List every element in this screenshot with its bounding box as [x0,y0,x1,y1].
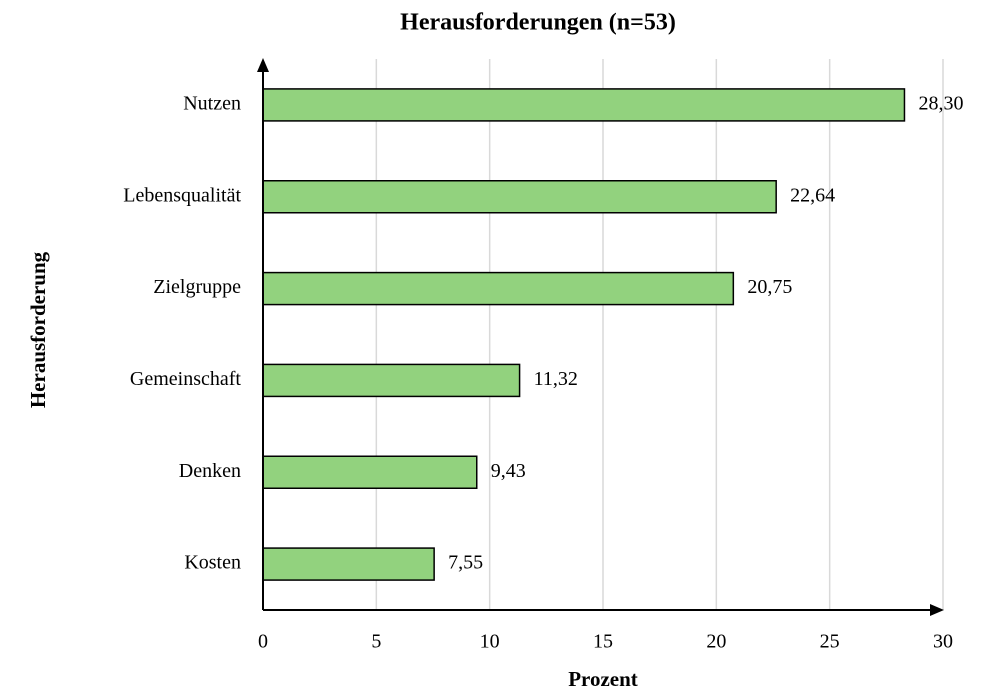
x-tick-label: 25 [820,631,840,653]
chart-title: Herausforderungen (n=53) [400,10,676,36]
y-axis-title: Herausforderung [26,251,50,408]
value-label: 22,64 [790,184,835,206]
x-tick-label: 10 [480,631,500,653]
bar [262,547,435,581]
x-tick-label: 30 [933,631,953,653]
y-tick-label: Zielgruppe [153,276,241,298]
bar [262,363,521,398]
y-tick-label: Kosten [184,552,241,574]
y-tick-label: Denken [179,460,241,482]
y-tick-label: Lebensqualität [123,184,241,206]
x-tick-label: 5 [371,631,381,653]
x-axis-title: Prozent [568,667,638,691]
value-label: 7,55 [448,552,483,574]
x-tick-label: 20 [706,631,726,653]
y-tick-label: Gemeinschaft [130,368,242,390]
bar [262,88,906,122]
value-label: 9,43 [491,460,526,482]
bar [262,455,478,489]
grid [375,59,944,610]
marks [262,88,906,581]
x-axis-arrow [930,604,944,616]
x-tick-label: 15 [593,631,613,653]
bar [262,271,735,306]
y-axis-arrow [257,58,269,72]
value-label: 20,75 [747,276,792,298]
bar [262,180,777,214]
value-label: 28,30 [918,93,963,115]
y-tick-label: Nutzen [183,93,241,115]
value-label: 11,32 [534,368,578,390]
x-tick-label: 0 [258,631,268,653]
